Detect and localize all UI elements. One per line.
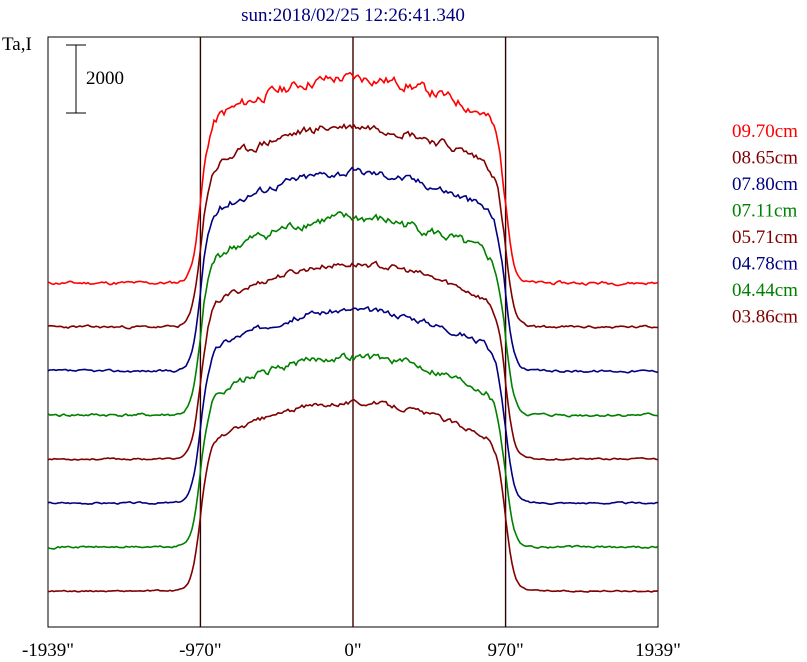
series-line-05.71cm (47, 260, 659, 461)
legend-entry: 05.71cm (732, 227, 798, 248)
x-tick-label: 1939" (635, 640, 681, 661)
y-axis-label: Ta,I (2, 34, 32, 55)
chart-title: sun:2018/02/25 12:26:41.340 (241, 5, 465, 26)
series-line-07.11cm (47, 211, 659, 418)
x-tick-label: 970" (487, 640, 523, 661)
x-tick-label: -1939" (22, 640, 74, 661)
scale-bar: 2000 (66, 44, 124, 114)
x-tick-label: 0" (344, 640, 361, 661)
series-line-04.78cm (47, 305, 659, 506)
legend-entry: 09.70cm (732, 121, 798, 142)
legend-entry: 07.80cm (732, 174, 798, 195)
legend-entry: 07.11cm (732, 201, 797, 222)
series-line-08.65cm (47, 122, 659, 330)
series-line-09.70cm (47, 71, 659, 287)
legend-entry: 08.65cm (732, 148, 798, 169)
legend-entry: 03.86cm (732, 307, 798, 328)
series-line-03.86cm (48, 398, 659, 593)
series-line-04.44cm (47, 352, 659, 550)
legend-entry: 04.44cm (732, 280, 798, 301)
scale-bar-label: 2000 (86, 68, 124, 89)
series-line-07.80cm (47, 166, 659, 374)
legend-entry: 04.78cm (732, 254, 798, 275)
x-tick-label: -970" (179, 640, 222, 661)
